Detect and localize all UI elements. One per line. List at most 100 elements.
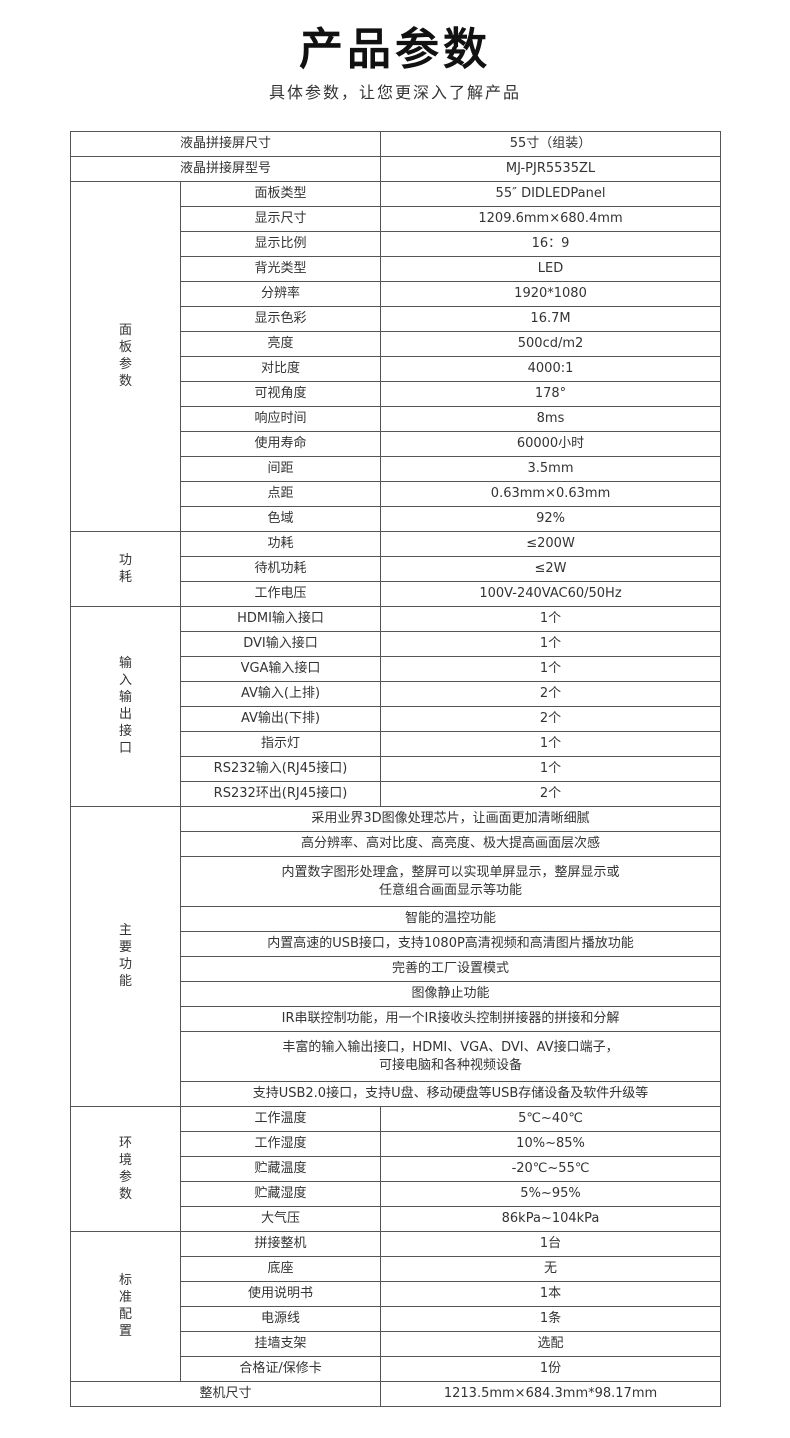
- spec-value: 1个: [380, 606, 722, 632]
- table-row: DVI输入接口 1个: [71, 631, 722, 657]
- spec-label: RS232输入(RJ45接口): [179, 756, 382, 782]
- spec-label: AV输出(下排): [179, 706, 382, 732]
- table-row: 支持USB2.0接口，支持U盘、移动硬盘等USB存储设备及软件升级等: [71, 1081, 722, 1107]
- table-row: 使用寿命 60000小时: [71, 431, 722, 457]
- table-row: 底座无: [71, 1256, 722, 1282]
- group-label: 功耗: [70, 531, 181, 607]
- spec-label: 点距: [179, 481, 382, 507]
- spec-value: 1份: [380, 1356, 722, 1382]
- group-name: 主要功能: [118, 923, 132, 989]
- feature-line: 完善的工厂设置模式: [392, 961, 510, 976]
- spec-value: 1台: [380, 1231, 722, 1257]
- spec-value: LED: [380, 256, 722, 282]
- table-row: 面板参数 面板类型 55″ DIDLEDPanel: [70, 181, 722, 532]
- table-row: 显示色彩 16.7M: [71, 306, 722, 332]
- feature-line: 可接电脑和各种视频设备: [379, 1057, 523, 1073]
- group-name: 面板参数: [118, 323, 132, 389]
- table-row: IR串联控制功能，用一个IR接收头控制拼接器的拼接和分解: [71, 1006, 722, 1032]
- table-row: 功耗 功耗 ≤200W: [70, 531, 722, 607]
- spec-value: MJ-PJR5535ZL: [380, 156, 722, 182]
- spec-value: 4000:1: [380, 356, 722, 382]
- spec-value: 500cd/m2: [380, 331, 722, 357]
- spec-label: 面板类型: [179, 181, 382, 207]
- feature-item: 支持USB2.0接口，支持U盘、移动硬盘等USB存储设备及软件升级等: [179, 1081, 722, 1107]
- table-row: 液晶拼接屏尺寸 55寸（组装）: [69, 131, 722, 157]
- feature-line: 内置数字图形处理盒，整屏可以实现单屏显示，整屏显示或: [281, 864, 620, 880]
- table-row: 可视角度 178°: [71, 381, 722, 407]
- table-row: 显示比例 16：9: [71, 231, 722, 257]
- table-row: 丰富的输入输出接口，HDMI、VGA、DVI、AV接口端子， 可接电脑和各种视频设…: [71, 1031, 722, 1082]
- spec-label: 使用说明书: [179, 1281, 382, 1307]
- spec-label: 挂墙支架: [179, 1331, 382, 1357]
- table-row: 标准配置 拼接整机 1台: [70, 1231, 722, 1382]
- feature-item: 采用业界3D图像处理芯片，让画面更加清晰细腻: [179, 806, 722, 832]
- spec-value: 1个: [380, 631, 722, 657]
- spec-label: AV输入(上排): [179, 681, 382, 707]
- spec-label: 分辨率: [179, 281, 382, 307]
- spec-value: 2个: [380, 706, 722, 732]
- group-label: 输入输出接口: [70, 606, 181, 807]
- group-name: 输入输出接口: [118, 656, 132, 756]
- spec-label: 间距: [179, 456, 382, 482]
- group-label: 面板参数: [70, 181, 181, 532]
- group-name: 环境参数: [118, 1135, 132, 1202]
- table-row: 主要功能 采用业界3D图像处理芯片，让画面更加清晰细腻: [70, 806, 722, 1107]
- table-row: 分辨率 1920*1080: [71, 281, 722, 307]
- table-row: 输入输出接口 HDMI输入接口 1个: [70, 606, 722, 807]
- spec-value: 1个: [380, 756, 722, 782]
- spec-value: ≤200W: [380, 531, 722, 557]
- spec-table: 液晶拼接屏尺寸 55寸（组装） 液晶拼接屏型号 MJ-PJR5535ZL 面板参数 面板类…: [69, 131, 722, 1407]
- spec-label: 显示尺寸: [179, 206, 382, 232]
- spec-label: 底座: [179, 1256, 382, 1282]
- spec-label: 大气压: [179, 1206, 382, 1232]
- spec-value: 2个: [380, 681, 722, 707]
- table-row: 点距 0.63mm×0.63mm: [71, 481, 722, 507]
- feature-line: 支持USB2.0接口，支持U盘、移动硬盘等USB存储设备及软件升级等: [252, 1086, 649, 1101]
- table-row: 图像静止功能: [71, 981, 722, 1007]
- spec-value: 2个: [380, 781, 722, 807]
- spec-label: 贮藏湿度: [179, 1181, 382, 1207]
- spec-value: ≤2W: [380, 556, 722, 582]
- feature-line: 内置高速的USB接口，支持1080P高清视频和高清图片播放功能: [267, 936, 634, 951]
- spec-label: 合格证/保修卡: [179, 1356, 382, 1382]
- spec-value: 8ms: [380, 406, 722, 432]
- table-row: 亮度 500cd/m2: [71, 331, 722, 357]
- spec-value: 3.5mm: [380, 456, 722, 482]
- table-row: 工作电压 100V-240VAC60/50Hz: [71, 581, 722, 607]
- group-label: 主要功能: [70, 806, 181, 1107]
- feature-line: 任意组合画面显示等功能: [379, 882, 523, 898]
- spec-label: VGA输入接口: [179, 656, 382, 682]
- spec-label: 整机尺寸: [69, 1381, 382, 1407]
- spec-label: 拼接整机: [179, 1231, 382, 1257]
- table-row: 对比度 4000:1: [71, 356, 722, 382]
- table-row: 显示尺寸 1209.6mm×680.4mm: [71, 206, 722, 232]
- spec-label: 背光类型: [179, 256, 382, 282]
- group-name: 功耗: [118, 552, 132, 585]
- table-row: 贮藏温度 -20℃~55℃: [71, 1156, 722, 1182]
- spec-value: -20℃~55℃: [380, 1156, 722, 1182]
- spec-value: 1条: [380, 1306, 722, 1332]
- feature-item: 完善的工厂设置模式: [179, 956, 722, 982]
- spec-value: 5%~95%: [380, 1181, 722, 1207]
- table-row: 待机功耗 ≤2W: [71, 556, 722, 582]
- feature-item: 内置高速的USB接口，支持1080P高清视频和高清图片播放功能: [179, 931, 722, 957]
- spec-value: 16：9: [380, 231, 722, 257]
- table-row: 液晶拼接屏型号 MJ-PJR5535ZL: [69, 156, 722, 182]
- spec-label: 工作电压: [179, 581, 382, 607]
- feature-item: 丰富的输入输出接口，HDMI、VGA、DVI、AV接口端子， 可接电脑和各种视频设…: [179, 1031, 722, 1082]
- table-row: 大气压 86kPa~104kPa: [71, 1206, 722, 1232]
- spec-label: 色域: [179, 506, 382, 532]
- spec-label: 液晶拼接屏型号: [69, 156, 382, 182]
- table-row: 贮藏湿度 5%~95%: [71, 1181, 722, 1207]
- spec-value: 1本: [380, 1281, 722, 1307]
- spec-value: 100V-240VAC60/50Hz: [380, 581, 722, 607]
- spec-value: 178°: [380, 381, 722, 407]
- spec-label: 响应时间: [179, 406, 382, 432]
- table-row: 高分辨率、高对比度、高亮度、极大提高画面层次感: [71, 831, 722, 857]
- page-subtitle: 具体参数，让您更深入了解产品: [268, 83, 521, 102]
- spec-value: 1个: [380, 731, 722, 757]
- feature-item: 高分辨率、高对比度、高亮度、极大提高画面层次感: [179, 831, 722, 857]
- spec-label: 液晶拼接屏尺寸: [69, 131, 382, 157]
- spec-label: 贮藏温度: [179, 1156, 382, 1182]
- spec-label: DVI输入接口: [179, 631, 382, 657]
